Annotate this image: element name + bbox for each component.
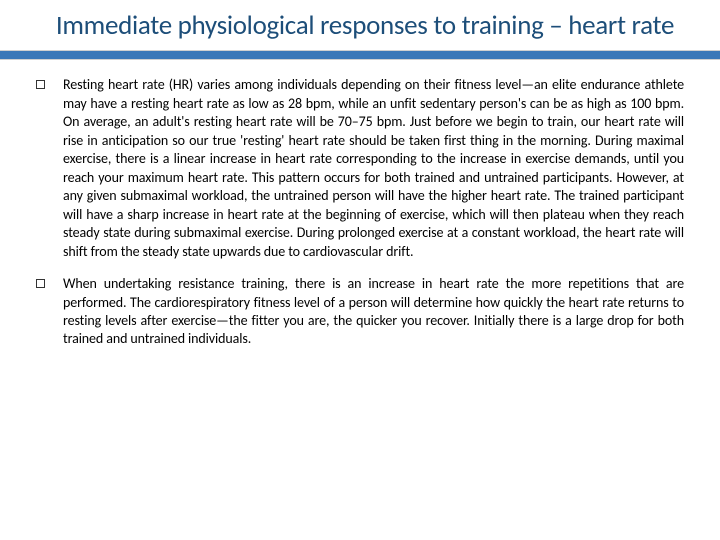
square-bullet-icon — [36, 80, 45, 89]
title-area: Immediate physiological responses to tra… — [0, 0, 720, 42]
bullet-text: Resting heart rate (HR) varies among ind… — [63, 76, 684, 261]
content-area: Resting heart rate (HR) varies among ind… — [0, 60, 720, 373]
slide-title: Immediate physiological responses to tra… — [40, 10, 690, 42]
bullet-text: When undertaking resistance training, th… — [63, 275, 684, 349]
accent-bar — [0, 50, 720, 60]
bullet-item: When undertaking resistance training, th… — [36, 275, 684, 349]
square-bullet-icon — [36, 279, 45, 288]
bullet-item: Resting heart rate (HR) varies among ind… — [36, 76, 684, 261]
